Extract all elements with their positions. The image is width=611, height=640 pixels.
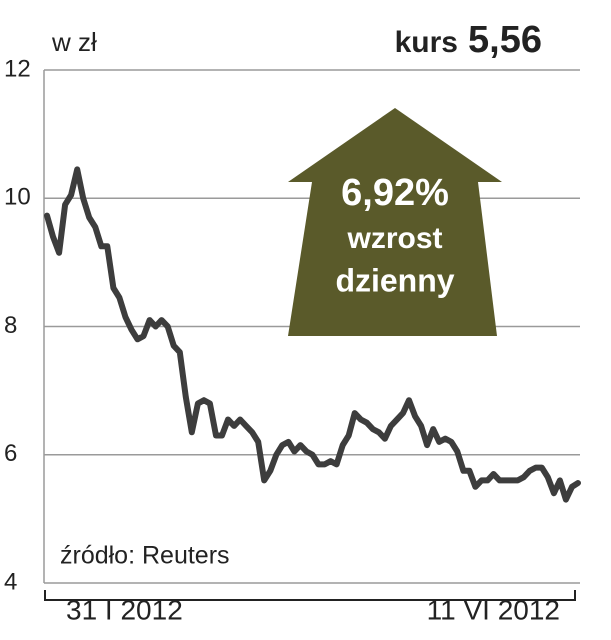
y-tick-label: 10	[4, 184, 31, 211]
annotation: wzrost	[346, 222, 442, 255]
y-tick-label: 8	[4, 312, 17, 339]
y-axis-label: w zł	[51, 27, 97, 57]
arrow	[288, 108, 502, 336]
y-tick-label: 4	[4, 568, 17, 595]
price-line	[44, 166, 581, 503]
last-value-label: 5,56	[468, 19, 542, 61]
x-tick-label: 11 VI 2012	[427, 594, 560, 625]
source: źródło: Reuters	[60, 542, 230, 570]
y-tick-label: 6	[4, 440, 17, 467]
annotation: dzienny	[335, 262, 454, 298]
x-bracket	[44, 590, 576, 601]
y-tick-label: 12	[4, 55, 31, 82]
annotation: 6,92%	[341, 172, 449, 214]
chart-title: kurs	[395, 26, 458, 59]
x-tick-label: 31 I 2012	[66, 594, 183, 625]
